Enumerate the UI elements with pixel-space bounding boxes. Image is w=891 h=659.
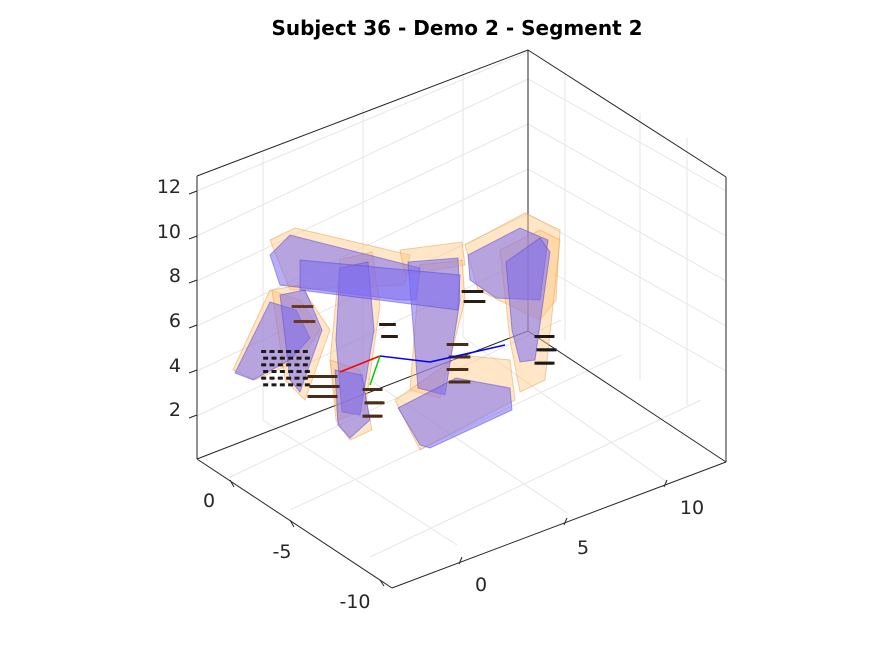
point-cloud-point <box>297 357 302 360</box>
point-cloud-point <box>308 395 313 398</box>
point-cloud-point <box>305 383 310 386</box>
z-tick-2: 2 <box>169 399 181 421</box>
x-tick-10: 10 <box>680 497 704 519</box>
x-tick-labels: 0 5 10 <box>475 497 704 596</box>
point-cloud-point <box>380 401 385 404</box>
point-cloud-point <box>297 383 302 386</box>
point-cloud-point <box>393 335 398 338</box>
point-cloud-point <box>270 377 275 380</box>
point-cloud-point <box>280 357 285 360</box>
point-cloud-point <box>286 377 291 380</box>
point-cloud-point <box>270 350 275 353</box>
point-cloud-point <box>303 363 308 366</box>
point-cloud-point <box>313 375 318 378</box>
point-cloud-point <box>305 357 310 360</box>
point-cloud-point <box>315 385 320 388</box>
z-tick-4: 4 <box>169 355 181 377</box>
point-cloud-point <box>465 356 470 359</box>
point-cloud-point <box>335 385 340 388</box>
point-cloud-point <box>263 357 268 360</box>
point-cloud-point <box>280 370 285 373</box>
point-cloud-point <box>295 363 300 366</box>
point-cloud-point <box>378 415 383 418</box>
point-cloud-point <box>310 385 315 388</box>
point-cloud-point <box>278 377 283 380</box>
point-cloud-point <box>280 383 285 386</box>
z-tick-8: 8 <box>169 265 181 287</box>
point-cloud-point <box>295 377 300 380</box>
point-cloud-point <box>318 375 323 378</box>
point-cloud-point <box>480 300 485 303</box>
point-cloud-point <box>270 363 275 366</box>
point-cloud-point <box>261 350 266 353</box>
point-cloud-point <box>328 375 333 378</box>
point-cloud-point <box>261 363 266 366</box>
point-cloud-point <box>295 350 300 353</box>
y-tick-0: 0 <box>203 490 215 512</box>
z-tick-12: 12 <box>157 176 181 198</box>
point-cloud-point <box>325 385 330 388</box>
y-tick-labels: 0 -5 -10 <box>203 490 371 613</box>
point-cloud-point <box>303 350 308 353</box>
point-cloud-point <box>550 362 555 365</box>
z-tick-6: 6 <box>169 310 181 332</box>
z-tick-10: 10 <box>157 221 181 243</box>
point-cloud-point <box>313 395 318 398</box>
point-cloud-point <box>297 370 302 373</box>
point-cloud-point <box>320 385 325 388</box>
point-cloud-point <box>550 335 555 338</box>
point-cloud-point <box>328 395 333 398</box>
point-cloud-point <box>333 375 338 378</box>
point-cloud-point <box>286 350 291 353</box>
point-cloud-point <box>272 383 277 386</box>
point-cloud-point <box>278 350 283 353</box>
point-cloud-point <box>263 383 268 386</box>
point-cloud-point <box>272 370 277 373</box>
point-cloud-point <box>288 357 293 360</box>
point-cloud-point <box>478 290 483 293</box>
point-cloud-point <box>391 323 396 326</box>
x-tick-5: 5 <box>577 537 589 559</box>
point-cloud-point <box>333 395 338 398</box>
point-cloud-point <box>310 320 315 323</box>
point-cloud-point <box>305 370 310 373</box>
point-cloud-point <box>272 357 277 360</box>
x-tick-0: 0 <box>475 574 487 596</box>
point-cloud-point <box>552 348 557 351</box>
point-cloud-point <box>308 305 313 308</box>
point-cloud-point <box>263 370 268 373</box>
z-tick-labels: 2 4 6 8 10 12 <box>157 176 181 421</box>
y-tick-minus5: -5 <box>273 541 292 563</box>
point-cloud-point <box>308 375 313 378</box>
point-cloud-point <box>323 395 328 398</box>
point-cloud-point <box>465 381 470 384</box>
point-cloud-point <box>286 363 291 366</box>
scene-boxes <box>233 213 560 450</box>
point-cloud-point <box>378 388 383 391</box>
point-cloud-point <box>288 383 293 386</box>
point-cloud-point <box>318 395 323 398</box>
point-cloud-point <box>288 370 293 373</box>
point-cloud-point <box>278 363 283 366</box>
point-cloud-point <box>323 375 328 378</box>
point-cloud-point <box>303 377 308 380</box>
y-tick-minus10: -10 <box>339 591 370 613</box>
point-cloud-point <box>330 385 335 388</box>
point-cloud-point <box>261 377 266 380</box>
point-cloud-point <box>463 368 468 371</box>
point-cloud-point <box>463 343 468 346</box>
